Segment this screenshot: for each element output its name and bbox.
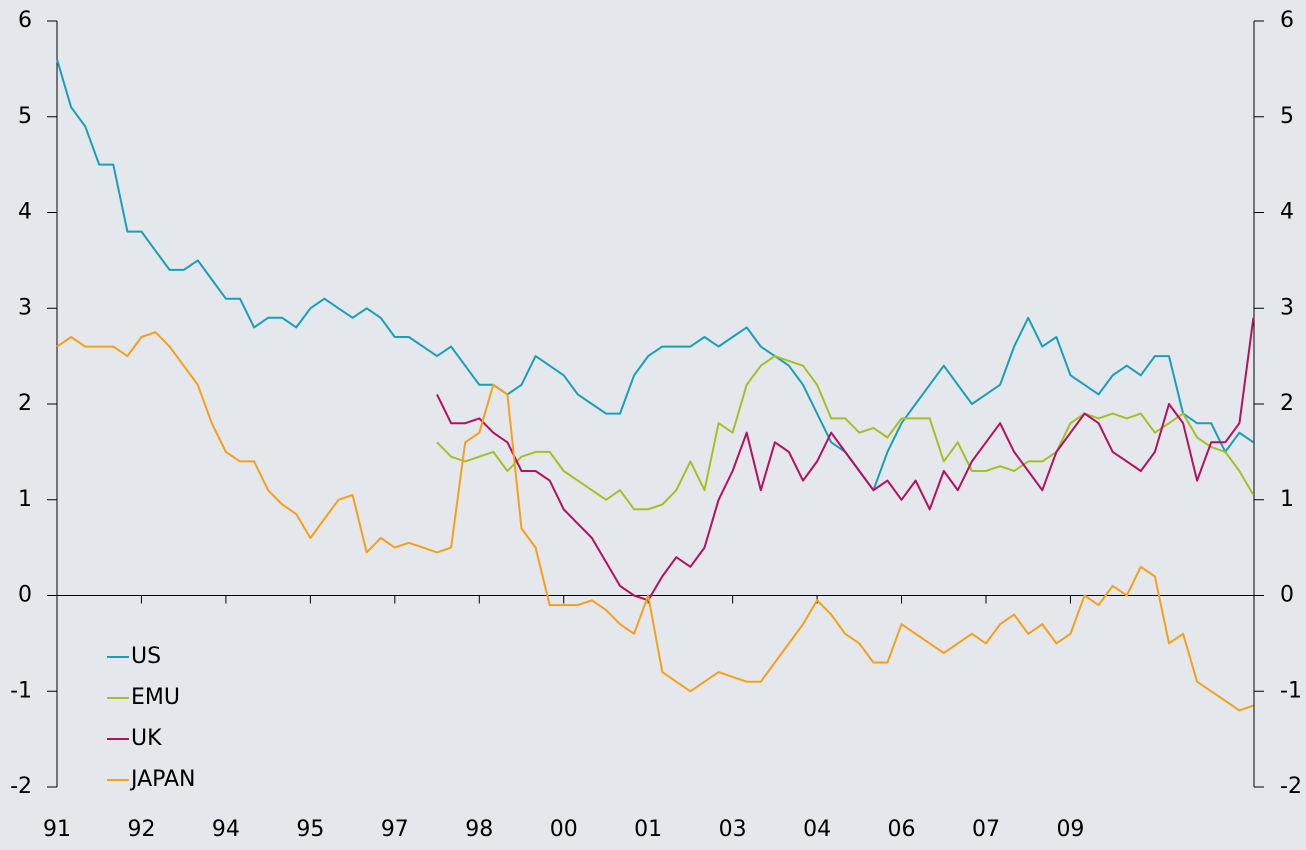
y-tick-label: 5 <box>18 104 32 129</box>
y2-tick-label: 2 <box>1280 391 1294 416</box>
y-tick-label: -1 <box>10 678 32 703</box>
series-line <box>436 317 1255 602</box>
x-tick-label: 98 <box>465 817 493 842</box>
x-tick-label: 06 <box>888 817 916 842</box>
legend-label: UK <box>131 726 162 751</box>
x-tick-label: 91 <box>43 817 71 842</box>
y2-tick-label: 0 <box>1280 583 1294 608</box>
series-line <box>56 331 1254 712</box>
y-tick-label: 4 <box>18 200 32 225</box>
y2-tick-label: 4 <box>1280 200 1294 225</box>
x-tick-label: 92 <box>127 817 155 842</box>
y2-tick-label: 6 <box>1280 8 1294 33</box>
legend-label: US <box>131 644 161 669</box>
series-line <box>56 59 1254 492</box>
y-tick-label: 1 <box>18 487 32 512</box>
legend-label: JAPAN <box>129 767 196 792</box>
x-tick-label: 07 <box>972 817 1000 842</box>
y-tick-label: 2 <box>18 391 32 416</box>
y2-tick-label: -1 <box>1280 678 1302 703</box>
x-tick-label: 94 <box>212 817 240 842</box>
y2-tick-label: 5 <box>1280 104 1294 129</box>
y-tick-label: 3 <box>18 295 32 320</box>
x-tick-label: 95 <box>296 817 324 842</box>
x-tick-label: 03 <box>719 817 747 842</box>
y-tick-label: -2 <box>10 774 32 799</box>
x-tick-label: 04 <box>803 817 831 842</box>
series-line <box>436 355 1255 511</box>
y2-tick-label: 3 <box>1280 295 1294 320</box>
y2-tick-label: -2 <box>1280 774 1302 799</box>
y-tick-label: 0 <box>18 583 32 608</box>
x-tick-label: 00 <box>550 817 578 842</box>
y2-tick-label: 1 <box>1280 487 1294 512</box>
x-tick-label: 01 <box>634 817 662 842</box>
x-tick-label: 09 <box>1056 817 1084 842</box>
y-tick-label: 6 <box>18 8 32 33</box>
x-tick-label: 97 <box>381 817 409 842</box>
legend-label: EMU <box>131 685 180 710</box>
